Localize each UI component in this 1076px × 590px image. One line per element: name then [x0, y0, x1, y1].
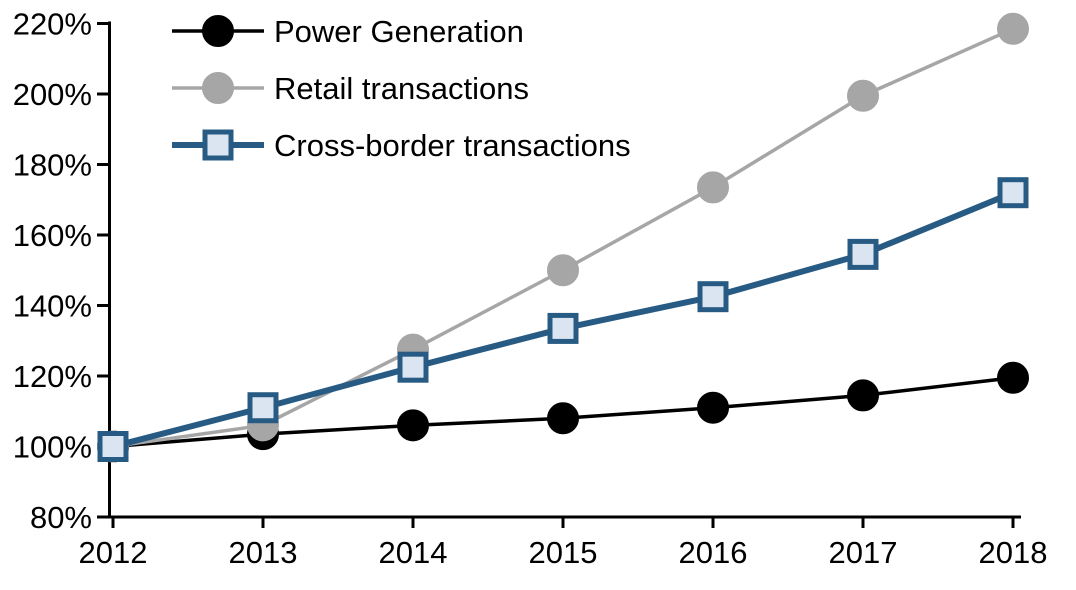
marker-power-generation-2017: [847, 379, 879, 412]
legend-item-cross-border-transactions: Cross-border transactions: [172, 128, 631, 163]
marker-cross-border-transactions-2018: [997, 177, 1029, 209]
x-tick-label: 2013: [229, 535, 298, 570]
x-tick-label: 2017: [829, 535, 898, 570]
marker-cross-border-transactions-2016: [697, 281, 729, 313]
legend-label-cross-border-transactions: Cross-border transactions: [274, 128, 631, 163]
y-tick-label: 140%: [13, 289, 92, 324]
marker-power-generation-2018: [997, 361, 1029, 394]
marker-cross-border-transactions-2013: [247, 392, 279, 424]
marker-retail-transactions-2015: [547, 254, 579, 287]
legend-marker-power-generation: [202, 15, 234, 47]
marker-retail-transactions-2016: [697, 171, 729, 204]
x-tick-label: 2012: [79, 535, 148, 570]
x-tick-label: 2014: [379, 535, 448, 570]
marker-retail-transactions-2018: [997, 12, 1029, 45]
x-tick-label: 2016: [679, 535, 748, 570]
y-tick-label: 180%: [13, 148, 92, 183]
marker-power-generation-2015: [547, 402, 579, 435]
marker-cross-border-transactions-2017: [847, 238, 879, 270]
y-tick-label: 220%: [13, 7, 92, 42]
y-tick-label: 120%: [13, 359, 92, 394]
legend-label-power-generation: Power Generation: [274, 14, 524, 49]
marker-power-generation-2016: [697, 391, 729, 424]
marker-cross-border-transactions-2012: [97, 431, 129, 462]
marker-cross-border-transactions-2015: [547, 312, 579, 344]
y-tick-label: 80%: [30, 500, 92, 535]
legend-item-power-generation: Power Generation: [172, 14, 524, 49]
legend-marker-cross-border-transactions: [202, 129, 234, 161]
legend-label-retail-transactions: Retail transactions: [274, 71, 529, 106]
legend-item-retail-transactions: Retail transactions: [172, 71, 529, 106]
marker-power-generation-2014: [397, 409, 429, 442]
legend-marker-retail-transactions: [202, 72, 234, 104]
y-tick-label: 100%: [13, 430, 92, 465]
x-tick-label: 2015: [529, 535, 598, 570]
y-tick-label: 200%: [13, 77, 92, 112]
x-tick-label: 2018: [979, 535, 1048, 570]
y-tick-label: 160%: [13, 218, 92, 253]
marker-retail-transactions-2017: [847, 79, 879, 112]
marker-cross-border-transactions-2014: [397, 351, 429, 383]
